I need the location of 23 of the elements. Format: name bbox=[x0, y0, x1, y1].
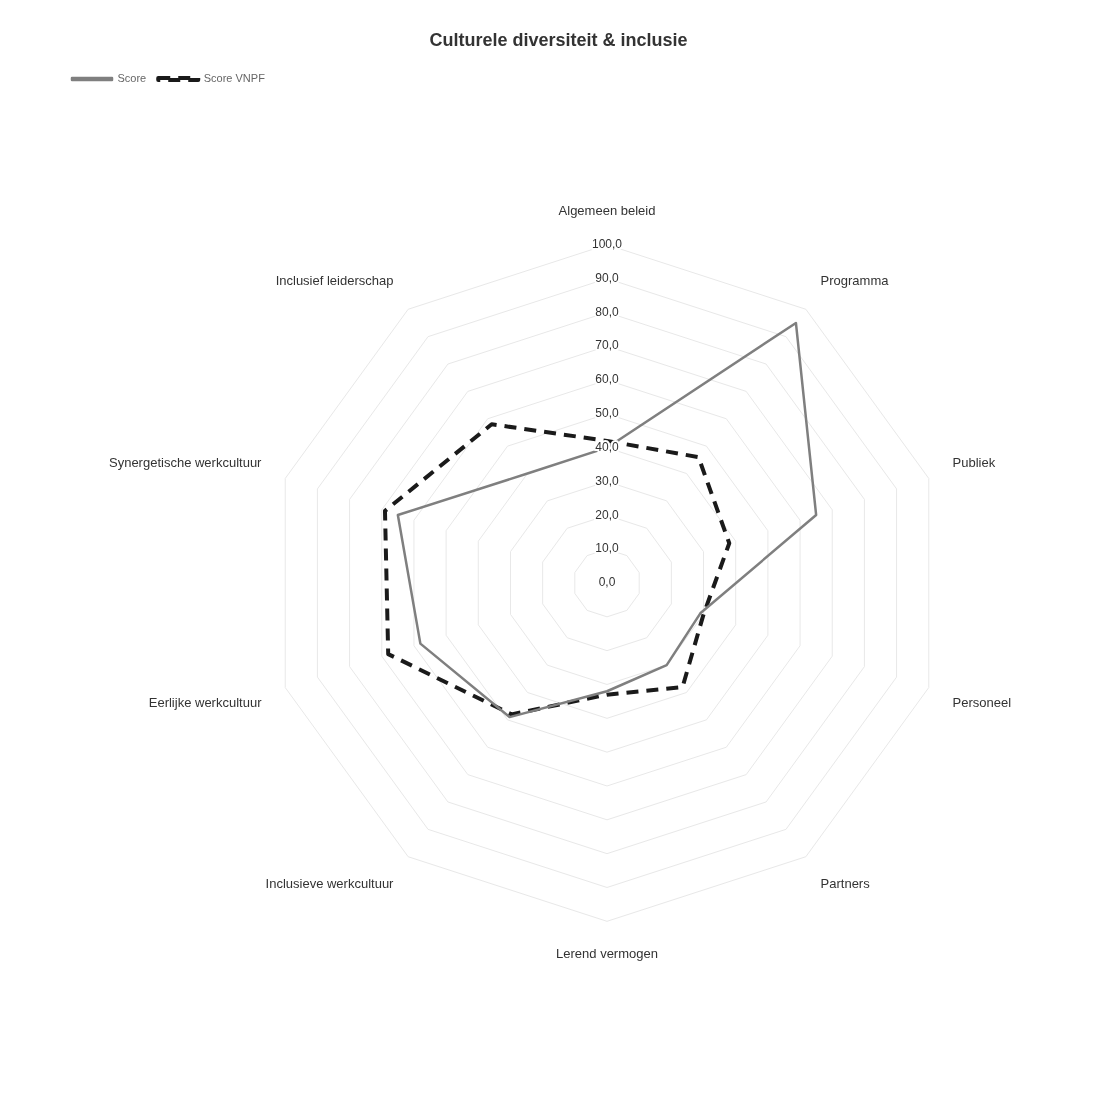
chart-title: Culturele diversiteit & inclusie bbox=[429, 29, 688, 50]
spoke-label: Synergetische werkcultuur bbox=[108, 454, 263, 470]
y-tick-label: 50,0 bbox=[595, 406, 619, 421]
legend-label: Score VNPF bbox=[203, 72, 266, 85]
spoke-label: Eerlijke werkcultuur bbox=[148, 694, 263, 710]
spoke-label: Inclusief leiderschap bbox=[275, 272, 394, 288]
legend-label: Score bbox=[117, 72, 147, 85]
spoke-label: Partners bbox=[820, 876, 871, 892]
spoke-label: Algemeen beleid bbox=[558, 203, 656, 219]
y-tick-label: 70,0 bbox=[595, 338, 619, 353]
spoke-label: Programma bbox=[820, 272, 890, 288]
y-tick-label: 0,0 bbox=[598, 575, 616, 590]
y-tick-label: 10,0 bbox=[595, 541, 619, 556]
y-tick-label: 60,0 bbox=[595, 372, 619, 387]
spoke-label: Publiek bbox=[952, 454, 996, 470]
spoke-label: Inclusieve werkcultuur bbox=[265, 876, 395, 892]
y-tick-label: 90,0 bbox=[595, 270, 619, 285]
spoke-label: Personeel bbox=[952, 694, 1012, 710]
y-tick-label: 100,0 bbox=[591, 236, 623, 251]
y-tick-label: 80,0 bbox=[595, 304, 619, 319]
spoke-label: Lerend vermogen bbox=[556, 945, 658, 961]
y-tick-label: 30,0 bbox=[595, 473, 619, 488]
y-tick-label: 20,0 bbox=[595, 507, 619, 522]
